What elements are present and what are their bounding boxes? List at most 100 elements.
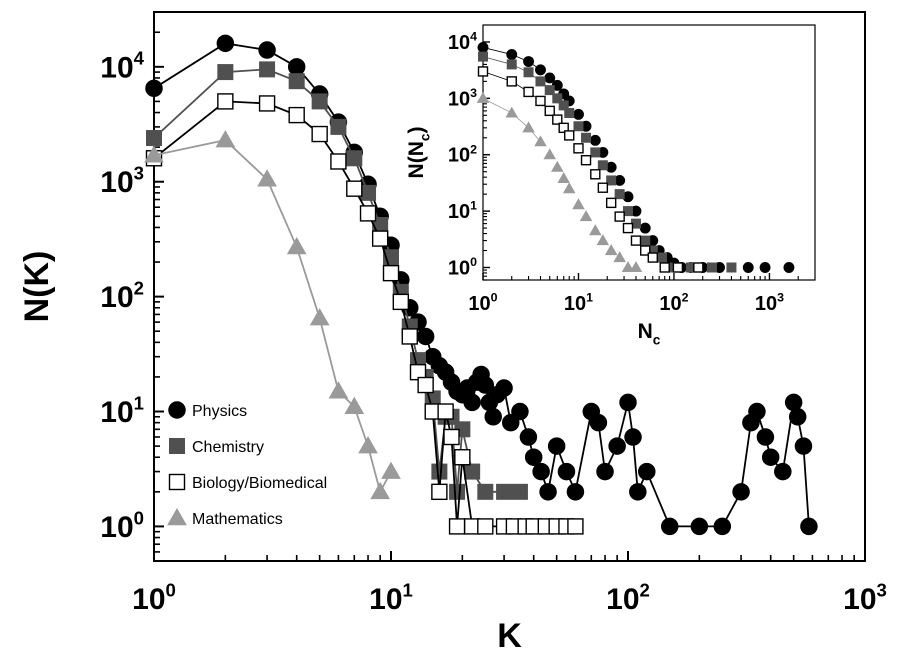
data-point xyxy=(478,484,493,499)
legend-item: Biology/Biomedical xyxy=(170,475,328,493)
data-point xyxy=(496,380,513,397)
inset-data-point xyxy=(660,263,669,272)
data-point xyxy=(609,438,626,455)
data-point xyxy=(450,519,465,534)
inset-data-point xyxy=(582,156,591,165)
data-point xyxy=(331,119,346,134)
inset-data-point xyxy=(536,65,546,75)
inset-data-point xyxy=(673,263,682,272)
data-point xyxy=(520,429,537,446)
inset-data-point xyxy=(760,263,770,273)
inset-data-point xyxy=(591,170,600,179)
y-tick-label: 101 xyxy=(100,392,144,429)
data-point xyxy=(465,464,480,479)
inset-data-point xyxy=(545,106,554,115)
inset-data-point xyxy=(640,223,650,233)
y-axis-title: N(K) xyxy=(18,251,56,323)
inset-data-point xyxy=(615,190,624,199)
inset-data-point xyxy=(707,263,716,272)
inset-data-point xyxy=(524,57,534,67)
data-point xyxy=(558,463,575,480)
data-point xyxy=(217,35,234,52)
data-point xyxy=(260,96,275,111)
inset-data-point xyxy=(591,148,600,157)
inset-data-point xyxy=(478,42,488,52)
data-point xyxy=(347,151,362,166)
data-point xyxy=(733,484,750,501)
legend-label: Mathematics xyxy=(192,511,283,528)
legend-item: Physics xyxy=(169,402,247,420)
data-point xyxy=(757,429,774,446)
inset-data-point xyxy=(598,161,607,170)
data-point xyxy=(260,62,275,77)
inset-data-point xyxy=(631,236,640,245)
data-point xyxy=(533,463,550,480)
data-point xyxy=(218,94,233,109)
data-point xyxy=(312,94,327,109)
legend-label: Biology/Biomedical xyxy=(192,475,327,492)
data-point xyxy=(630,484,647,501)
data-point xyxy=(312,127,327,142)
y-tick-label: 100 xyxy=(100,507,144,544)
data-point xyxy=(361,185,376,200)
inset-data-point xyxy=(524,87,533,96)
inset-data-point xyxy=(615,212,624,221)
data-point xyxy=(512,403,529,420)
legend-label: Chemistry xyxy=(192,439,264,456)
legend-marker xyxy=(170,475,185,490)
x-tick-label: 101 xyxy=(369,579,413,616)
data-point xyxy=(288,59,305,76)
data-point xyxy=(785,394,802,411)
data-point xyxy=(795,438,812,455)
data-point xyxy=(384,266,399,281)
legend-item: Chemistry xyxy=(170,439,265,457)
y-tick-label: 102 xyxy=(100,278,144,315)
inset-data-point xyxy=(582,133,591,142)
data-point xyxy=(464,394,481,411)
inset-data-point xyxy=(574,109,584,119)
inset-data-point xyxy=(507,60,516,69)
data-point xyxy=(347,181,362,196)
data-point xyxy=(218,65,233,80)
data-point xyxy=(789,409,806,426)
inset-data-point xyxy=(536,96,545,105)
inset-data-point xyxy=(479,67,488,76)
data-point xyxy=(478,519,493,534)
data-point xyxy=(432,464,447,479)
inset-data-point xyxy=(598,183,607,192)
inset-data-point xyxy=(536,77,545,86)
legend-label: Physics xyxy=(192,403,247,420)
legend-marker xyxy=(170,439,185,454)
inset-data-point xyxy=(641,236,650,245)
inset-data-point xyxy=(574,122,583,131)
data-point xyxy=(639,463,656,480)
data-point xyxy=(597,463,614,480)
inset-data-point xyxy=(545,86,554,95)
data-point xyxy=(146,80,163,97)
data-point xyxy=(568,519,583,534)
data-point xyxy=(331,154,346,169)
data-point xyxy=(620,394,637,411)
data-point xyxy=(762,449,779,466)
inset-data-point xyxy=(784,263,794,273)
inset-data-point xyxy=(607,198,616,207)
data-point xyxy=(444,430,459,445)
data-point xyxy=(691,518,708,535)
data-point xyxy=(417,328,434,345)
inset-data-point xyxy=(590,135,600,145)
inset-data-point xyxy=(743,263,753,273)
data-point xyxy=(749,403,766,420)
data-point xyxy=(590,414,607,431)
data-point xyxy=(801,518,818,535)
data-point xyxy=(485,409,502,426)
data-point xyxy=(455,450,470,465)
data-point xyxy=(289,108,304,123)
inset-data-point xyxy=(648,253,657,262)
inset-data-point xyxy=(479,52,488,61)
data-point xyxy=(625,429,642,446)
inset-data-point xyxy=(565,131,574,140)
data-point xyxy=(450,484,465,499)
inset-data-point xyxy=(615,175,625,185)
